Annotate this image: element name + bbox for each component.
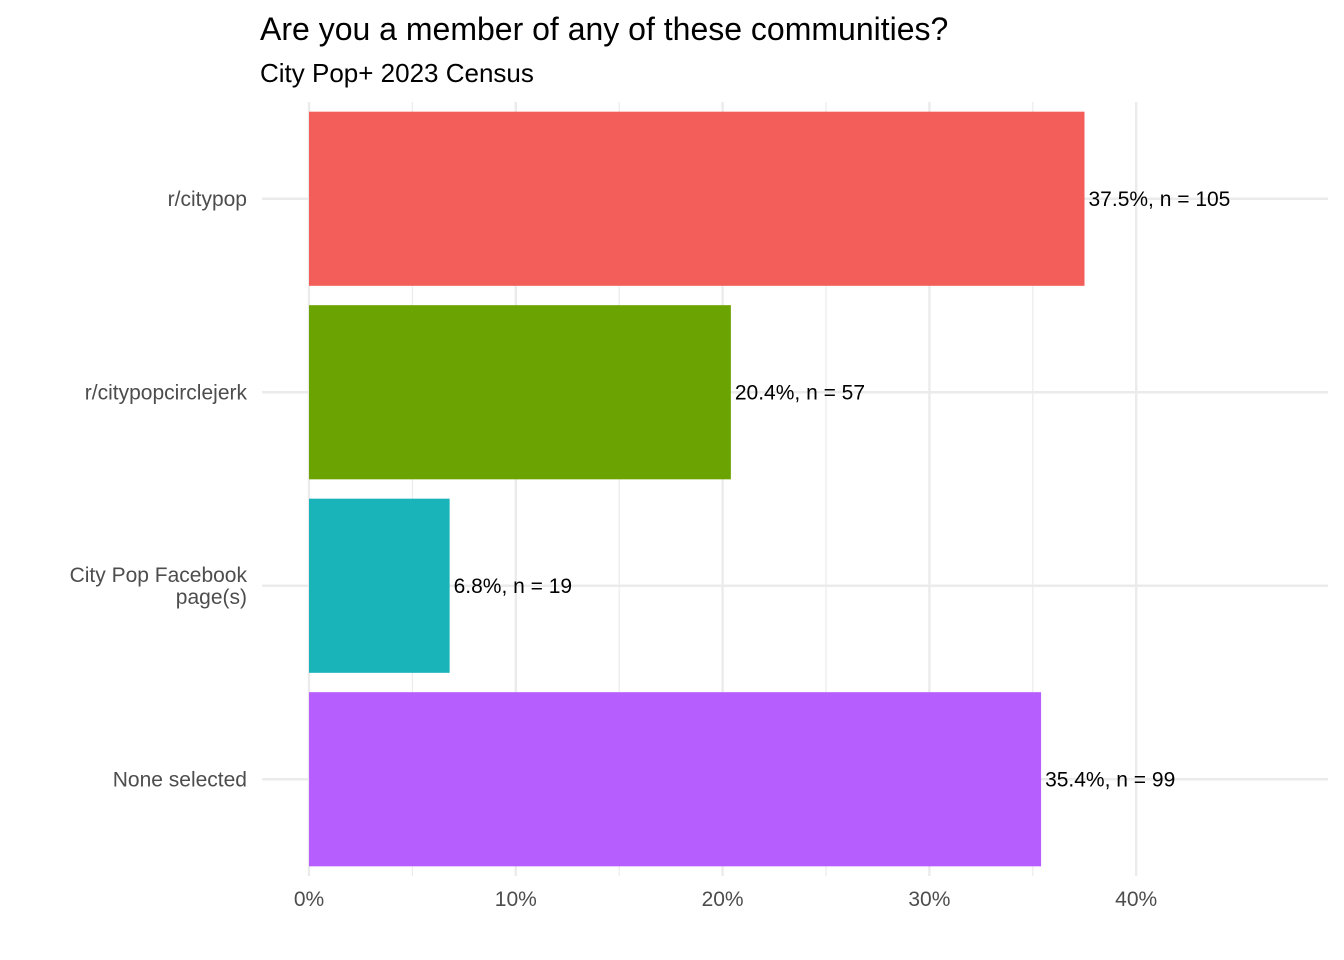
bar-value-label: 35.4%, n = 99 <box>1045 768 1175 791</box>
y-tick-label: r/citypop <box>168 188 247 211</box>
y-tick-label: None selected <box>113 768 247 791</box>
x-tick-label: 40% <box>1115 888 1157 911</box>
x-tick-label: 10% <box>495 888 537 911</box>
bar-value-label: 20.4%, n = 57 <box>735 381 865 404</box>
x-tick-label: 30% <box>908 888 950 911</box>
y-tick-label: page(s) <box>176 586 247 609</box>
bar <box>309 111 1085 286</box>
bar-value-label: 37.5%, n = 105 <box>1089 188 1231 211</box>
bar-value-label: 6.8%, n = 19 <box>454 575 573 598</box>
bars-layer <box>309 111 1085 867</box>
bar <box>309 692 1042 867</box>
x-tick-label: 0% <box>294 888 324 911</box>
x-tick-label: 20% <box>702 888 744 911</box>
chart-subtitle: City Pop+ 2023 Census <box>260 58 534 88</box>
bar <box>309 498 450 673</box>
labels-layer: 37.5%, n = 105 20.4%, n = 57 6.8%, n = 19 3… <box>454 188 1231 792</box>
axis-layer: r/citypop r/citypopcirclejerk City Pop Fac… <box>70 188 1158 911</box>
y-tick-label: r/citypopcirclejerk <box>85 381 248 404</box>
y-tick-label: City Pop Facebook <box>70 564 248 587</box>
bar <box>309 305 731 480</box>
chart-title: Are you a member of any of these communi… <box>260 11 948 47</box>
